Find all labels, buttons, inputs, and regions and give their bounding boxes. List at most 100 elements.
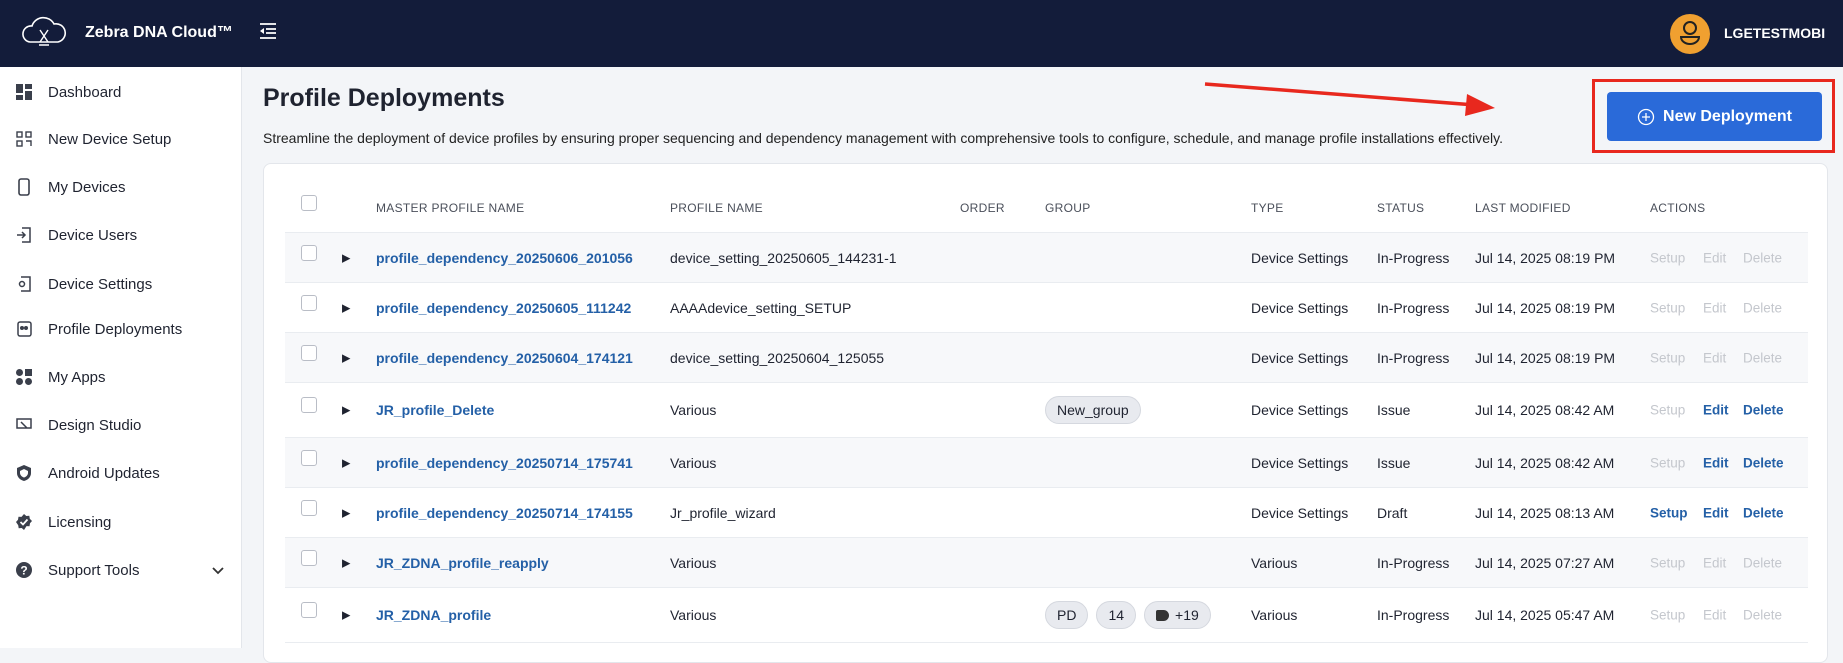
expand-row-icon[interactable]: ▶	[342, 507, 351, 519]
new-deployment-button[interactable]: New Deployment	[1607, 92, 1822, 141]
sidebar-item-my-devices[interactable]: My Devices	[14, 172, 234, 202]
column-header[interactable]: LAST MODIFIED	[1475, 200, 1571, 215]
column-header[interactable]: STATUS	[1377, 200, 1425, 215]
type: Various	[1251, 607, 1298, 623]
group-chip-label: PD	[1057, 607, 1077, 623]
sidebar-item-design-studio[interactable]: Design Studio	[14, 410, 234, 440]
sidebar-item-dashboard[interactable]: Dashboard	[14, 77, 234, 107]
group-chip[interactable]: 14	[1096, 601, 1137, 629]
sidebar-item-new-device-setup[interactable]: New Device Setup	[14, 124, 234, 154]
column-header[interactable]: ORDER	[960, 200, 1005, 215]
setup-button[interactable]: Setup	[1650, 505, 1688, 520]
column-header[interactable]: TYPE	[1251, 200, 1284, 215]
expand-row-icon[interactable]: ▶	[342, 302, 351, 314]
row-checkbox[interactable]	[301, 244, 317, 261]
setup-button[interactable]: Setup	[1650, 555, 1686, 570]
sidebar-item-profile-deployments[interactable]: Profile Deployments	[14, 314, 234, 344]
edit-button[interactable]: Edit	[1703, 505, 1729, 520]
edit-button[interactable]: Edit	[1703, 350, 1727, 365]
type: Device Settings	[1251, 402, 1349, 418]
group-chip[interactable]: +19	[1144, 601, 1211, 629]
sidebar-item-device-settings[interactable]: Device Settings	[14, 269, 234, 299]
delete-button[interactable]: Delete	[1743, 300, 1783, 315]
profile-deployments-icon	[14, 319, 34, 339]
last-modified: Jul 14, 2025 08:13 AM	[1475, 504, 1615, 521]
delete-button[interactable]: Delete	[1743, 607, 1783, 623]
sidebar-item-device-users[interactable]: Device Users	[14, 220, 234, 250]
master-profile-link[interactable]: profile_dependency_20250605_111242	[376, 299, 632, 316]
delete-button[interactable]: Delete	[1743, 455, 1784, 470]
column-header[interactable]: GROUP	[1045, 200, 1091, 215]
edit-button[interactable]: Edit	[1703, 250, 1727, 265]
expand-row-icon[interactable]: ▶	[342, 252, 351, 264]
type: Device Settings	[1251, 249, 1349, 266]
group-chip-label: +19	[1175, 607, 1199, 623]
row-checkbox[interactable]	[301, 549, 317, 566]
collapse-menu-icon[interactable]	[258, 21, 278, 41]
edit-button[interactable]: Edit	[1703, 555, 1727, 570]
sidebar-item-label: Profile Deployments	[48, 320, 183, 338]
group-chip-label: New_group	[1057, 402, 1129, 418]
delete-button[interactable]: Delete	[1743, 555, 1783, 570]
master-profile-link[interactable]: JR_ZDNA_profile_reapply	[376, 554, 549, 571]
column-header[interactable]: PROFILE NAME	[670, 200, 763, 215]
profile-name: device_setting_20250605_144231-1	[670, 249, 897, 266]
edit-button[interactable]: Edit	[1703, 607, 1727, 623]
setup-button[interactable]: Setup	[1650, 607, 1686, 623]
column-header[interactable]: MASTER PROFILE NAME	[376, 200, 525, 215]
delete-button[interactable]: Delete	[1743, 402, 1784, 418]
login-icon	[14, 225, 34, 245]
sidebar-item-label: Android Updates	[48, 464, 160, 482]
master-profile-link[interactable]: profile_dependency_20250714_175741	[376, 454, 633, 471]
user-avatar[interactable]	[1670, 14, 1710, 54]
delete-button[interactable]: Delete	[1743, 505, 1784, 520]
group-chip[interactable]: PD	[1045, 601, 1089, 629]
delete-button[interactable]: Delete	[1743, 250, 1783, 265]
expand-row-icon[interactable]: ▶	[342, 404, 351, 417]
profile-name: AAAAdevice_setting_SETUP	[670, 299, 852, 316]
username[interactable]: LGETESTMOBI	[1724, 25, 1826, 41]
expand-row-icon[interactable]: ▶	[342, 609, 351, 622]
master-profile-link[interactable]: profile_dependency_20250604_174121	[376, 349, 633, 366]
master-profile-link[interactable]: JR_profile_Delete	[376, 402, 495, 418]
master-profile-link[interactable]: profile_dependency_20250714_174155	[376, 504, 633, 521]
table-row: ▶ profile_dependency_20250604_174121 devic…	[285, 333, 1808, 383]
row-checkbox[interactable]	[301, 449, 317, 466]
master-profile-link[interactable]: profile_dependency_20250606_201056	[376, 249, 633, 266]
group-chip[interactable]: New_group	[1045, 396, 1141, 424]
setup-button[interactable]: Setup	[1650, 402, 1686, 418]
row-checkbox[interactable]	[301, 396, 317, 413]
setup-button[interactable]: Setup	[1650, 350, 1686, 365]
setup-button[interactable]: Setup	[1650, 455, 1686, 470]
row-checkbox[interactable]	[301, 294, 317, 311]
row-checkbox[interactable]	[301, 499, 317, 516]
setup-button[interactable]: Setup	[1650, 300, 1686, 315]
row-checkbox[interactable]	[301, 601, 317, 618]
delete-button[interactable]: Delete	[1743, 350, 1783, 365]
chevron-down-icon[interactable]	[212, 562, 224, 579]
plus-circle-icon	[1637, 108, 1655, 125]
profile-name: Various	[670, 607, 717, 623]
sidebar-item-android-updates[interactable]: Android Updates	[14, 458, 234, 488]
sidebar-item-support-tools[interactable]: ? Support Tools	[14, 555, 234, 585]
sidebar-item-my-apps[interactable]: My Apps	[14, 362, 234, 392]
annotation-arrow	[1204, 82, 1495, 116]
profile-name: Jr_profile_wizard	[670, 504, 776, 521]
edit-button[interactable]: Edit	[1703, 300, 1727, 315]
status: Issue	[1377, 402, 1411, 418]
table-row: ▶ profile_dependency_20250714_175741 Vario…	[285, 438, 1808, 488]
edit-button[interactable]: Edit	[1703, 402, 1729, 418]
last-modified: Jul 14, 2025 05:47 AM	[1475, 607, 1615, 623]
expand-row-icon[interactable]: ▶	[342, 457, 351, 469]
row-checkbox[interactable]	[301, 344, 317, 361]
group-chip-label: 14	[1108, 607, 1125, 623]
setup-button[interactable]: Setup	[1650, 250, 1686, 265]
sidebar-item-licensing[interactable]: Licensing	[14, 507, 234, 537]
edit-button[interactable]: Edit	[1703, 455, 1729, 470]
select-all-checkbox[interactable]	[301, 194, 317, 211]
table-row: ▶ profile_dependency_20250605_111242 AAAAd…	[285, 283, 1808, 333]
deployments-table: MASTER PROFILE NAME PROFILE NAME ORDER GROU…	[285, 183, 1808, 643]
expand-row-icon[interactable]: ▶	[342, 557, 351, 569]
master-profile-link[interactable]: JR_ZDNA_profile	[376, 607, 492, 623]
expand-row-icon[interactable]: ▶	[342, 352, 351, 364]
